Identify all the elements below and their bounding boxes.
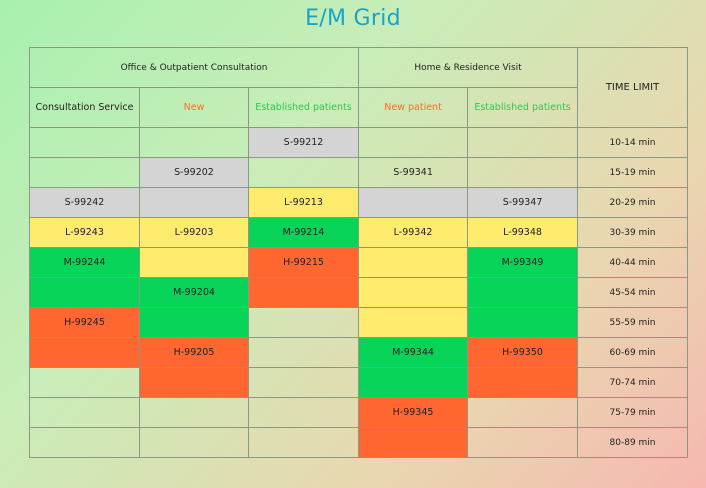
home-established-cell: M-99349 <box>467 247 579 278</box>
home-established-cell <box>467 397 579 428</box>
page-title: E/M Grid <box>305 6 401 31</box>
home-established-cell <box>467 307 579 338</box>
office-established-cell <box>247 397 360 428</box>
office-new-cell <box>139 397 249 428</box>
consultation-service-cell: S-99242 <box>29 187 140 218</box>
office-established-cell: H-99215 <box>247 247 360 278</box>
time-limit-cell: 55-59 min <box>577 307 689 338</box>
office-new-cell: H-99205 <box>139 337 249 368</box>
home-established-cell <box>467 277 579 308</box>
consultation-service-cell <box>29 157 140 188</box>
home-established-cell <box>467 127 579 158</box>
time-limit-cell: 45-54 min <box>577 277 689 308</box>
office-new-cell <box>139 307 249 338</box>
consultation-service-cell: M-99244 <box>29 247 140 278</box>
office-group-header: Office & Outpatient Consultation <box>28 47 360 88</box>
home-new-cell <box>358 187 469 218</box>
office-new-cell: L-99203 <box>139 217 249 248</box>
table-row: H-99345 75-79 min <box>29 397 689 428</box>
home-new-cell <box>358 367 469 398</box>
consultation-service-cell <box>29 367 140 398</box>
office-established-cell: M-99214 <box>247 217 360 248</box>
consultation-service-cell: H-99245 <box>29 307 140 338</box>
table-row: S-99202 S-99341 15-19 min <box>29 157 689 188</box>
home-new-header: New patient <box>358 87 469 128</box>
home-established-cell: S-99347 <box>467 187 579 218</box>
home-established-cell: H-99350 <box>467 337 579 368</box>
time-limit-cell: 20-29 min <box>577 187 689 218</box>
office-established-header: Established patients <box>247 87 360 128</box>
table-row: L-99243 L-99203 M-99214 L-99342 L-99348 30-39… <box>29 217 689 248</box>
home-new-cell <box>358 307 469 338</box>
home-new-cell <box>358 427 469 458</box>
office-new-cell <box>139 247 249 278</box>
office-established-cell <box>247 277 360 308</box>
office-established-cell <box>247 427 360 458</box>
office-established-cell: L-99213 <box>247 187 360 218</box>
home-new-cell: M-99344 <box>358 337 469 368</box>
home-new-cell <box>358 247 469 278</box>
time-limit-header: TIME LIMIT <box>577 47 689 128</box>
table-row: 80-89 min <box>29 427 689 458</box>
time-limit-cell: 70-74 min <box>577 367 689 398</box>
home-group-header: Home & Residence Visit <box>358 47 579 88</box>
home-new-cell <box>358 127 469 158</box>
office-established-cell <box>247 337 360 368</box>
em-grid-table: Office & Outpatient Consultation Home & … <box>28 47 689 458</box>
office-new-cell <box>139 187 249 218</box>
home-new-cell <box>358 277 469 308</box>
time-limit-cell: 60-69 min <box>577 337 689 368</box>
office-established-cell <box>247 157 360 188</box>
time-limit-cell: 15-19 min <box>577 157 689 188</box>
home-new-cell: H-99345 <box>358 397 469 428</box>
office-new-cell: M-99204 <box>139 277 249 308</box>
table-row: S-99212 10-14 min <box>29 127 689 158</box>
time-limit-cell: 80-89 min <box>577 427 689 458</box>
table-row: S-99242 L-99213 S-99347 20-29 min <box>29 187 689 218</box>
consultation-service-cell: L-99243 <box>29 217 140 248</box>
home-established-header: Established patients <box>467 87 579 128</box>
home-established-cell: L-99348 <box>467 217 579 248</box>
consultation-service-cell <box>29 277 140 308</box>
home-new-cell: S-99341 <box>358 157 469 188</box>
home-established-cell <box>467 157 579 188</box>
home-new-cell: L-99342 <box>358 217 469 248</box>
office-established-cell <box>247 307 360 338</box>
header-row-columns: Consultation Service New Established pat… <box>29 87 688 128</box>
table-row: 70-74 min <box>29 367 689 398</box>
office-new-cell <box>139 367 249 398</box>
table-row: M-99244 H-99215 M-99349 40-44 min <box>29 247 689 278</box>
consultation-service-cell <box>29 427 140 458</box>
consultation-service-cell <box>29 337 140 368</box>
office-new-cell: S-99202 <box>139 157 249 188</box>
consultation-service-cell <box>29 127 140 158</box>
office-new-cell <box>139 127 249 158</box>
time-limit-cell: 40-44 min <box>577 247 689 278</box>
grid-body: S-99212 10-14 min S-99202 S-99341 15-19 min S… <box>29 127 689 458</box>
office-established-cell: S-99212 <box>247 127 360 158</box>
office-new-cell <box>139 427 249 458</box>
office-new-header: New <box>139 87 249 128</box>
time-limit-cell: 10-14 min <box>577 127 689 158</box>
consultation-service-cell <box>29 397 140 428</box>
home-established-cell <box>467 427 579 458</box>
table-row: H-99245 55-59 min <box>29 307 689 338</box>
consultation-service-header: Consultation Service <box>29 87 140 128</box>
table-row: H-99205 M-99344 H-99350 60-69 min <box>29 337 689 368</box>
home-established-cell <box>467 367 579 398</box>
office-established-cell <box>247 367 360 398</box>
time-limit-cell: 75-79 min <box>577 397 689 428</box>
time-limit-cell: 30-39 min <box>577 217 689 248</box>
header-row-groups: Office & Outpatient Consultation Home & … <box>28 47 689 128</box>
table-row: M-99204 45-54 min <box>29 277 689 308</box>
